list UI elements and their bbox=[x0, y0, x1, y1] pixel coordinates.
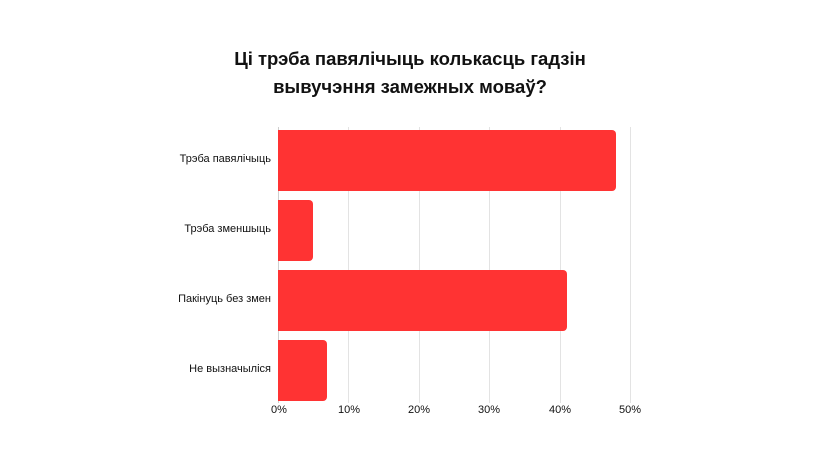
bar-undecided[interactable] bbox=[278, 340, 328, 401]
chart-title: Ці трэба павялічыць колькасць гадзін выв… bbox=[0, 45, 820, 101]
gridline-30 bbox=[489, 127, 491, 403]
gridline-50 bbox=[630, 127, 631, 403]
x-tick-50: 50% bbox=[618, 404, 642, 416]
plot-area bbox=[278, 127, 631, 403]
category-label-undecided: Не вызначыліся bbox=[189, 363, 271, 375]
x-tick-0: 0% bbox=[271, 404, 287, 416]
gridline-10 bbox=[348, 127, 350, 403]
category-label-increase: Трэба павялічыць bbox=[179, 153, 271, 165]
bar-no-change[interactable] bbox=[278, 270, 567, 331]
chart-title-line-1: Ці трэба павялічыць колькасць гадзін bbox=[234, 48, 586, 69]
category-label-decrease: Трэба зменшыць bbox=[184, 223, 271, 235]
gridline-0 bbox=[278, 127, 279, 403]
chart-title-line-2: вывучэння замежных моваў? bbox=[273, 76, 547, 97]
bar-decrease[interactable] bbox=[278, 200, 314, 261]
x-tick-20: 20% bbox=[407, 404, 431, 416]
gridline-40 bbox=[559, 127, 561, 403]
x-tick-10: 10% bbox=[337, 404, 361, 416]
x-tick-40: 40% bbox=[548, 404, 572, 416]
gridline-20 bbox=[418, 127, 420, 403]
category-label-no-change: Пакінуць без змен bbox=[178, 293, 271, 305]
bar-increase[interactable] bbox=[278, 130, 616, 191]
x-tick-30: 30% bbox=[477, 404, 501, 416]
